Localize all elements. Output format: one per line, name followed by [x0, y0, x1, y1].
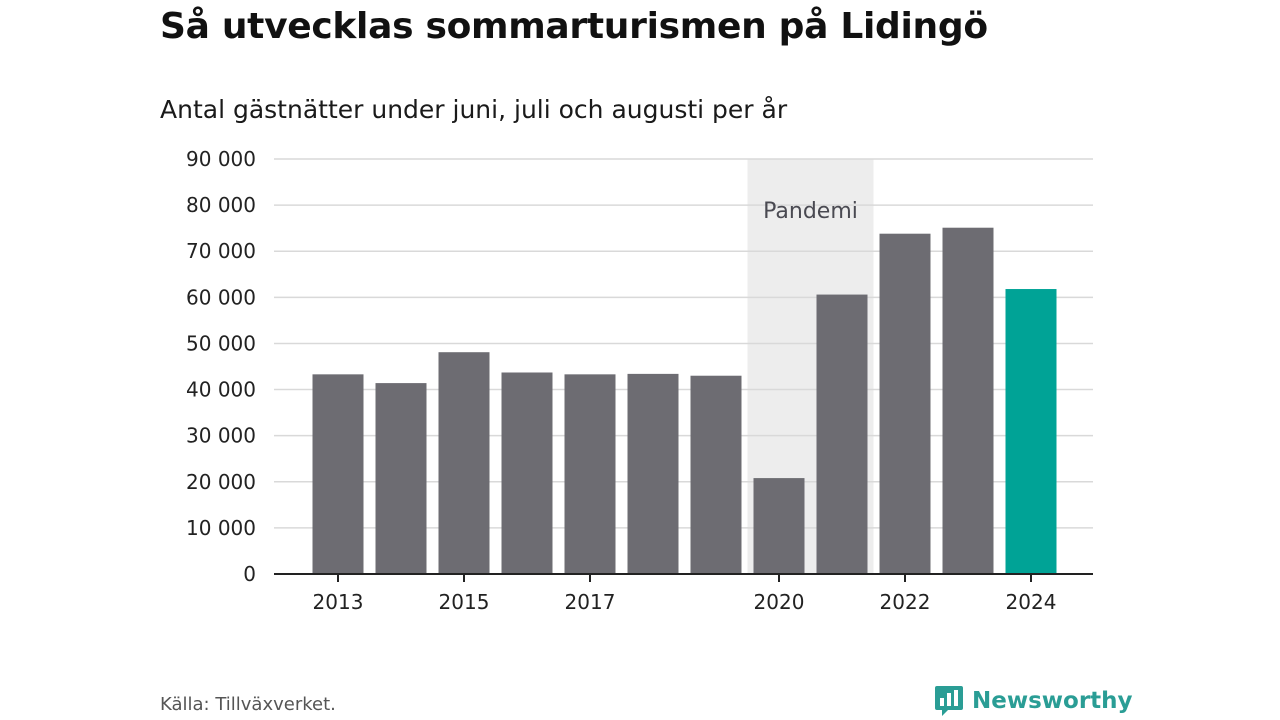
y-tick-label: 90 000 [186, 147, 256, 171]
x-tick-label: 2022 [880, 590, 931, 614]
y-tick-label: 20 000 [186, 470, 256, 494]
newsworthy-logo-icon [935, 686, 963, 716]
source-note: Källa: Tillväxverket. [160, 694, 336, 715]
bar-2023 [942, 227, 994, 574]
chart-subtitle: Antal gästnätter under juni, juli och au… [160, 95, 788, 124]
bar-2020 [753, 478, 805, 574]
brand-logo: Newsworthy [934, 684, 1133, 718]
bar-2014 [375, 383, 427, 574]
bar-2021 [816, 294, 868, 574]
x-tick-label: 2013 [313, 590, 364, 614]
bar-2017 [564, 374, 616, 574]
x-tick-label: 2020 [754, 590, 805, 614]
chart-title: Så utvecklas sommarturismen på Lidingö [160, 6, 988, 47]
bar-2024 [1005, 289, 1057, 574]
y-tick-label: 60 000 [186, 285, 256, 309]
x-tick-label: 2024 [1006, 590, 1057, 614]
y-tick-label: 70 000 [186, 239, 256, 263]
bar-2013 [312, 374, 364, 574]
y-tick-label: 10 000 [186, 516, 256, 540]
bar-2022 [879, 233, 931, 574]
bar-2016 [501, 372, 553, 574]
y-tick-label: 0 [243, 562, 256, 586]
y-tick-label: 30 000 [186, 424, 256, 448]
y-tick-label: 80 000 [186, 193, 256, 217]
y-tick-label: 50 000 [186, 331, 256, 355]
x-tick-label: 2017 [565, 590, 616, 614]
bar-2015 [438, 352, 490, 574]
y-tick-label: 40 000 [186, 378, 256, 402]
pandemic-label: Pandemi [763, 199, 858, 224]
brand-name: Newsworthy [972, 688, 1133, 714]
x-tick-label: 2015 [439, 590, 490, 614]
bar-chart: 0 10 000 20 000 30 000 40 000 50 000 60 000 70 … [186, 147, 1093, 614]
bar-2018 [627, 373, 679, 574]
bar-2019 [690, 375, 742, 574]
